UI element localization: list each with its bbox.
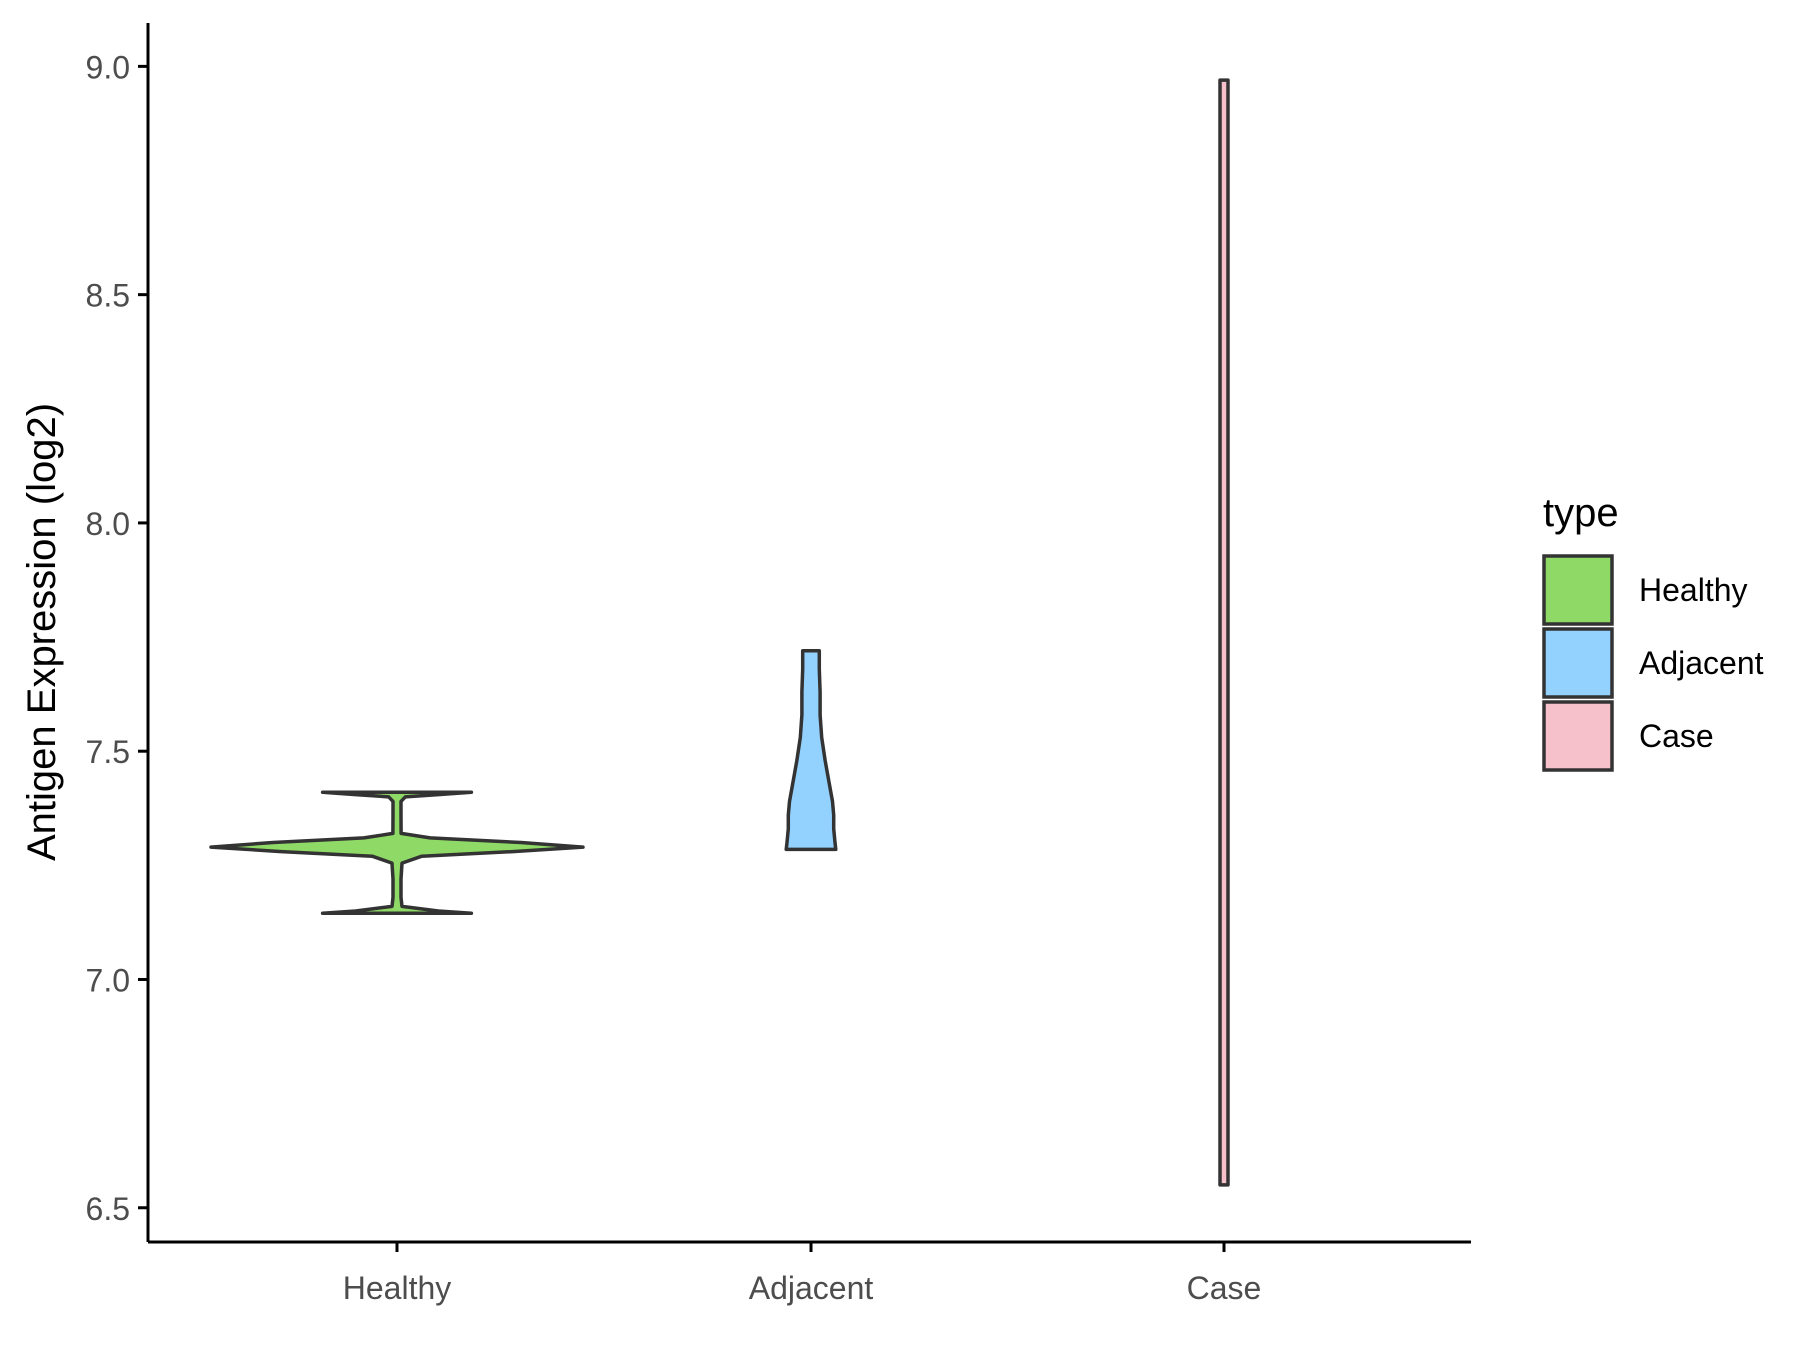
y-ticks: 6.5 7.0 7.5 8.0 8.5 9.0 <box>86 49 148 1227</box>
y-tick-label: 6.5 <box>86 1191 130 1227</box>
axes <box>146 23 1471 1244</box>
y-tick-label: 7.0 <box>86 962 130 998</box>
legend-key-adjacent <box>1542 627 1614 699</box>
violin-case <box>1218 78 1230 1187</box>
legend-label-case: Case <box>1639 718 1714 754</box>
legend-label-healthy: Healthy <box>1639 572 1748 608</box>
violin-adjacent <box>784 649 838 852</box>
y-tick-label: 8.0 <box>86 506 130 542</box>
y-axis-title: Antigen Expression (log2) <box>20 403 64 861</box>
legend-label-adjacent: Adjacent <box>1639 645 1764 681</box>
x-ticks: Healthy Adjacent Case <box>343 1242 1262 1306</box>
violin-healthy <box>209 790 585 916</box>
y-tick-label: 8.5 <box>86 278 130 314</box>
violins <box>209 78 1230 1187</box>
legend-key-healthy <box>1542 554 1614 626</box>
x-tick-label: Adjacent <box>749 1270 874 1306</box>
legend: type Healthy Adjacent Case <box>1542 491 1764 772</box>
x-tick-label: Case <box>1187 1270 1262 1306</box>
y-tick-label: 9.0 <box>86 49 130 85</box>
legend-key-case <box>1542 700 1614 772</box>
x-tick-label: Healthy <box>343 1270 452 1306</box>
legend-title: type <box>1543 491 1619 535</box>
y-tick-label: 7.5 <box>86 734 130 770</box>
